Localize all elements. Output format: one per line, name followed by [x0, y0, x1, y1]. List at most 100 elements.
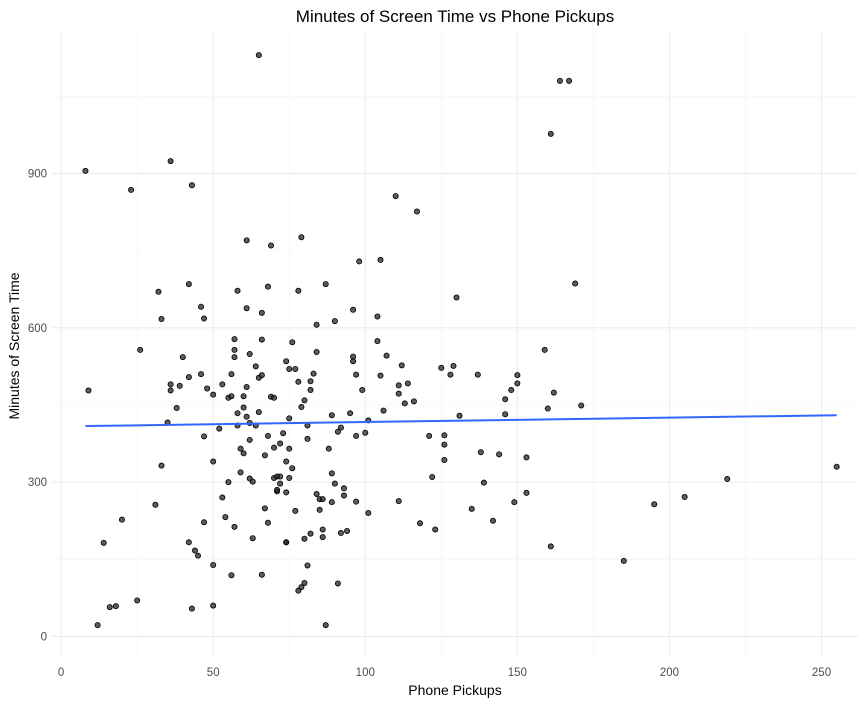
data-point [340, 485, 347, 492]
data-point [231, 346, 238, 353]
data-point [450, 362, 457, 369]
data-point [353, 498, 360, 505]
data-point [477, 449, 484, 456]
data-point [340, 492, 347, 499]
y-tick-label: 300 [28, 477, 47, 489]
x-tick-label: 50 [207, 667, 220, 679]
data-point [176, 382, 183, 389]
data-point [319, 534, 326, 541]
data-point [240, 393, 247, 400]
y-axis-label: Minutes of Screen Time [6, 272, 22, 419]
data-point [286, 475, 293, 482]
data-point [234, 410, 241, 417]
x-tick-label: 0 [58, 667, 64, 679]
data-point [243, 413, 250, 420]
data-point [106, 604, 113, 611]
data-point [337, 530, 344, 537]
data-point [447, 371, 454, 378]
data-point [313, 348, 320, 355]
data-point [201, 433, 208, 440]
data-point [313, 490, 320, 497]
data-point [231, 523, 238, 530]
data-point [249, 535, 256, 542]
data-point [556, 77, 563, 84]
data-point [112, 603, 119, 610]
data-point [243, 237, 250, 244]
data-point [292, 365, 299, 372]
data-points [82, 52, 840, 629]
major-gridlines [52, 32, 858, 656]
data-point [295, 287, 302, 294]
trend-line-group [85, 414, 837, 428]
data-point [304, 435, 311, 442]
data-point [514, 372, 521, 379]
data-point [258, 372, 265, 379]
data-point [155, 288, 162, 295]
data-point [261, 505, 268, 512]
data-point [523, 454, 530, 461]
data-point [243, 383, 250, 390]
data-point [301, 579, 308, 586]
data-point [441, 457, 448, 464]
x-tick-label: 150 [508, 667, 527, 679]
data-point [240, 404, 247, 411]
data-point [249, 478, 256, 485]
data-point [137, 346, 144, 353]
data-point [410, 398, 417, 405]
data-point [188, 182, 195, 189]
data-point [377, 256, 384, 263]
data-point [185, 374, 192, 381]
data-point [480, 479, 487, 486]
data-point [210, 602, 217, 609]
data-point [453, 294, 460, 301]
data-point [158, 462, 165, 469]
data-point [620, 557, 627, 564]
data-point [228, 371, 235, 378]
data-point [252, 363, 259, 370]
data-point [401, 400, 408, 407]
data-point [307, 387, 314, 394]
data-point [456, 412, 463, 419]
data-point [514, 380, 521, 387]
minor-gridlines [52, 32, 858, 656]
data-point [277, 473, 284, 480]
data-point [502, 396, 509, 403]
data-point [325, 445, 332, 452]
data-point [246, 436, 253, 443]
data-point [258, 571, 265, 578]
data-point [264, 283, 271, 290]
data-point [432, 526, 439, 533]
data-point [283, 358, 290, 365]
data-point [210, 391, 217, 398]
data-point [82, 167, 89, 174]
data-point [496, 451, 503, 458]
data-point [271, 444, 278, 451]
data-point [547, 543, 554, 550]
data-point [179, 354, 186, 361]
data-point [651, 501, 658, 508]
data-point [438, 364, 445, 371]
x-axis-label: Phone Pickups [408, 682, 501, 698]
data-point [301, 535, 308, 542]
data-point [225, 479, 232, 486]
data-point [331, 480, 338, 487]
data-point [231, 336, 238, 343]
data-point [350, 306, 357, 313]
data-point [468, 505, 475, 512]
data-point [210, 458, 217, 465]
y-tick-label: 0 [41, 631, 47, 643]
data-point [374, 338, 381, 345]
data-point [319, 496, 326, 503]
data-point [359, 387, 366, 394]
x-tick-labels: 0 50 100 150 200 250 [58, 667, 831, 679]
data-point [322, 281, 329, 288]
data-point [395, 390, 402, 397]
data-point [201, 315, 208, 322]
data-point [474, 371, 481, 378]
x-tick-label: 250 [812, 667, 831, 679]
y-tick-labels: 0 300 600 900 [28, 168, 47, 643]
data-point [258, 309, 265, 316]
data-point [353, 371, 360, 378]
data-point [523, 489, 530, 496]
